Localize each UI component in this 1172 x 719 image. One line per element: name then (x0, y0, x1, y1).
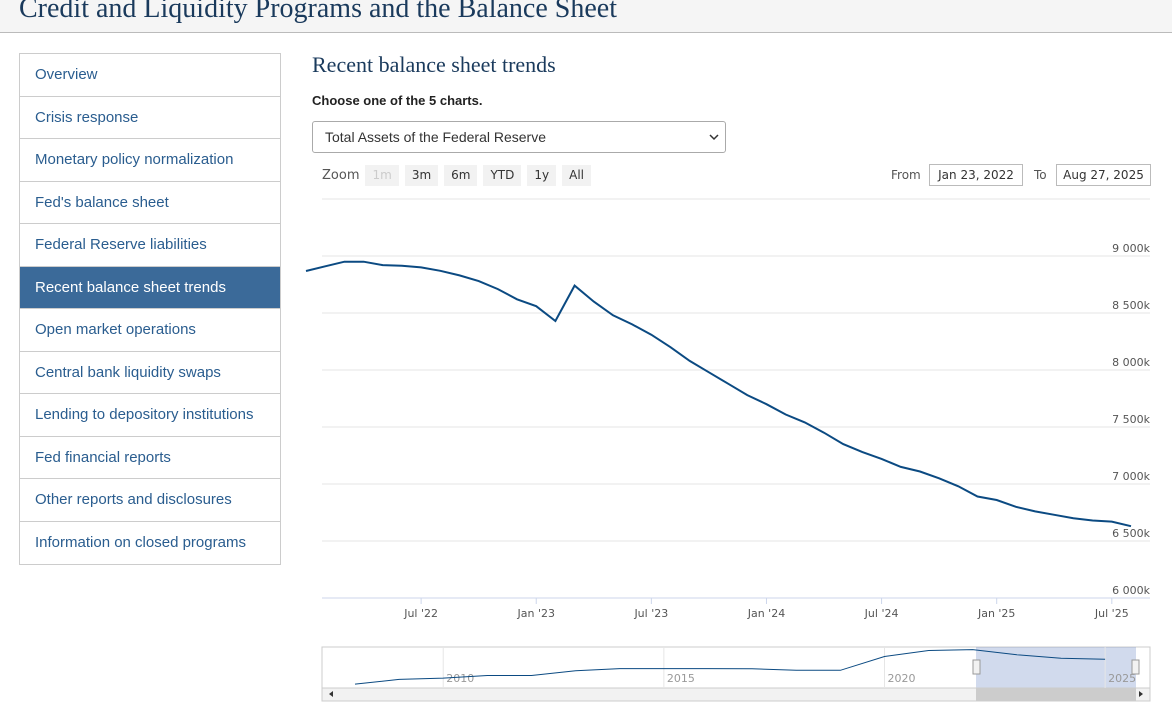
chart-select[interactable]: Total Assets of the Federal Reserve (312, 121, 726, 153)
zoom-bar: Zoom 1m 3m 6m YTD 1y All (322, 165, 592, 186)
y-tick-label: 6 500k (1112, 527, 1150, 540)
scrollbar-track[interactable] (321, 687, 1151, 702)
nav-item[interactable]: Information on closed programs (35, 533, 246, 551)
navigator-tick-label: 2010 (446, 672, 474, 685)
zoom-label: Zoom (322, 168, 360, 183)
data-line (305, 260, 1132, 528)
to-label: To (1034, 168, 1047, 182)
nav-item[interactable]: Lending to depository institutions (20, 394, 280, 437)
navigator-tick-label: 2025 (1108, 672, 1136, 685)
nav-item[interactable]: Open market operations (20, 309, 280, 352)
x-tick-label: Jan '24 (747, 607, 785, 620)
nav-item[interactable]: Fed's balance sheet (20, 182, 280, 224)
nav-item[interactable]: Other reports and disclosures (20, 479, 280, 522)
y-tick-label: 7 000k (1112, 470, 1150, 483)
y-tick-label: 6 000k (1112, 584, 1150, 597)
x-tick-label: Jul '22 (403, 607, 438, 620)
dropdown-arrow (709, 134, 719, 141)
zoom-button[interactable]: 1m (365, 165, 399, 186)
zoom-button[interactable]: 3m (404, 165, 439, 186)
to-input[interactable]: Aug 27, 2025 (1056, 164, 1151, 186)
from-input[interactable]: Jan 23, 2022 (929, 164, 1023, 186)
nav-item[interactable]: Monetary policy normalization (20, 139, 280, 182)
header: Credit and Liquidity Programs and the Ba… (0, 0, 1172, 33)
x-tick-label: Jul '25 (1094, 607, 1129, 620)
zoom-button[interactable]: All (562, 165, 592, 186)
navigator-window[interactable] (976, 647, 1136, 688)
x-tick-label: Jul '24 (864, 607, 899, 620)
zoom-button[interactable]: 6m (444, 165, 478, 186)
navigator-tick-label: 2020 (887, 672, 915, 685)
x-tick-label: Jan '25 (977, 607, 1015, 620)
navigator-handle[interactable] (972, 659, 981, 675)
scrollbar-thumb[interactable] (976, 688, 1136, 701)
y-tick-label: 7 500k (1112, 413, 1150, 426)
select-value: Total Assets of the Federal Reserve (325, 129, 546, 145)
y-tick-label: 8 500k (1112, 299, 1150, 312)
section-title: Recent balance sheet trends (312, 52, 556, 77)
nav-item[interactable]: Fed financial reports (20, 437, 280, 479)
scroll-arrows[interactable] (329, 691, 1143, 697)
nav-item[interactable]: Overview (20, 54, 280, 97)
nav-item[interactable]: Federal Reserve liabilities (20, 224, 280, 267)
zoom-button[interactable]: YTD (483, 165, 522, 186)
page-title: Credit and Liquidity Programs and the Ba… (19, 0, 617, 24)
chart-prompt: Choose one of the 5 charts. (312, 93, 483, 108)
nav-item[interactable]: Central bank liquidity swaps (20, 352, 280, 394)
zoom-button[interactable]: 1y (527, 165, 557, 186)
from-label: From (891, 168, 921, 182)
y-tick-label: 8 000k (1112, 356, 1150, 369)
nav-item[interactable]: Recent balance sheet trends (20, 266, 280, 309)
side-nav: Overview Crisis response Monetary policy n… (19, 53, 281, 565)
y-tick-label: 9 000k (1112, 242, 1150, 255)
navigator-handle[interactable] (1131, 659, 1140, 675)
navigator-line (354, 649, 1106, 685)
navigator-tick-label: 2015 (667, 672, 695, 685)
nav-item[interactable]: Crisis response (20, 97, 280, 139)
x-tick-label: Jan '23 (516, 607, 554, 620)
x-tick-label: Jul '23 (633, 607, 668, 620)
navigator-frame (321, 646, 1151, 689)
